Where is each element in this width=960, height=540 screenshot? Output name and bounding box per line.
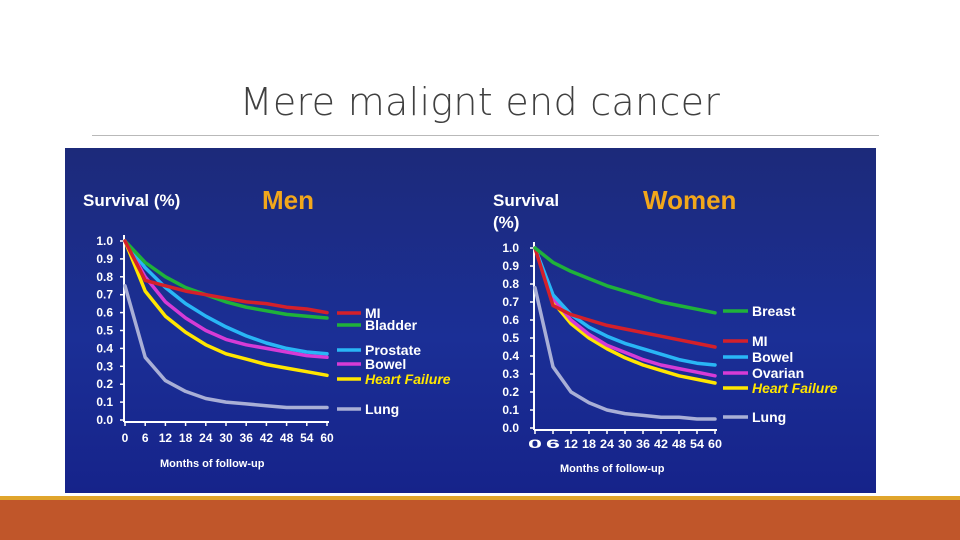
- y-axis-label-women: Survival: [493, 191, 559, 210]
- x-tick-label: 18: [582, 437, 596, 451]
- x-tick-label: 60: [320, 431, 334, 445]
- x-tick-label: 18: [179, 431, 193, 445]
- y-tick-label: 0.2: [502, 385, 519, 399]
- y-tick-label: 0.8: [502, 277, 519, 291]
- legend-label: Bowel: [752, 349, 793, 365]
- y-tick-label: 0.7: [502, 295, 519, 309]
- series-line-heart-failure: [533, 246, 717, 385]
- legend-label: Heart Failure: [365, 371, 451, 387]
- y-axis-label-men: Survival (%): [83, 191, 180, 210]
- y-tick-label: 0.9: [96, 252, 113, 266]
- x-axis-label-women: Months of follow-up: [560, 463, 665, 475]
- series-line-lung: [533, 285, 717, 421]
- chart-title-women: Women: [643, 185, 736, 215]
- legend-label: Heart Failure: [752, 380, 838, 396]
- x-axis-label-men: Months of follow-up: [160, 458, 265, 470]
- y-tick-label: 1.0: [96, 234, 113, 248]
- title-divider: [92, 135, 879, 136]
- x-tick-label: 42: [260, 431, 274, 445]
- series-line-bladder: [123, 239, 329, 320]
- x-tick-label: 48: [280, 431, 294, 445]
- legend-label: Bowel: [365, 356, 406, 372]
- x-tick-label: 30: [219, 431, 233, 445]
- y-tick-label: 0.6: [96, 306, 113, 320]
- y-tick-label: 0.6: [502, 313, 519, 327]
- x-tick-label: 42: [654, 437, 668, 451]
- y-tick-label: 0.8: [96, 270, 113, 284]
- x-tick-label: 12: [159, 431, 173, 445]
- x-tick-label: 30: [618, 437, 632, 451]
- footer-accent-line: [0, 496, 960, 500]
- survival-figure: Men Survival (%) 1.0 0.9 0.8 0.7 0.6 0.5 0.4 0.3 0…: [65, 148, 876, 493]
- legend-label: Breast: [752, 303, 796, 319]
- x-tick-label: 0: [122, 431, 129, 445]
- y-tick-label: 1.0: [502, 241, 519, 255]
- legend-label: MI: [365, 305, 381, 321]
- y-tick-label: 0.3: [96, 359, 113, 373]
- y-tick-label: 0.4: [96, 341, 113, 355]
- legend-label: Ovarian: [752, 365, 804, 381]
- y-tick-label: 0.9: [502, 259, 519, 273]
- x-tick-label: 0: [528, 437, 543, 451]
- series-line-lung: [123, 284, 329, 410]
- y-tick-label: 0.4: [502, 349, 519, 363]
- y-tick-label: 0.1: [96, 395, 113, 409]
- x-tick-label: 12: [564, 437, 578, 451]
- series-line-bowel: [123, 239, 329, 360]
- y-tick-label: 0.1: [502, 403, 519, 417]
- legend-label: Lung: [752, 409, 786, 425]
- series-line-mi: [123, 239, 329, 315]
- x-tick-label: 6: [546, 437, 561, 451]
- x-tick-label: 6: [142, 431, 149, 445]
- legend-label: Bladder: [365, 317, 418, 333]
- legend-label: MI: [752, 333, 768, 349]
- footer-band: [0, 496, 960, 540]
- legend-label: Prostate: [365, 342, 421, 358]
- legend-label: Lung: [365, 401, 399, 417]
- x-tick-label: 36: [636, 437, 650, 451]
- series-line-prostate: [123, 239, 329, 356]
- slide-title: Mere malignt end cancer: [239, 80, 721, 124]
- series-line-bowel: [533, 246, 717, 367]
- series-line-breast: [533, 246, 717, 315]
- y-tick-label: 0.0: [502, 421, 519, 435]
- survival-charts: Men Survival (%) 1.0 0.9 0.8 0.7 0.6 0.5 0.4 0.3 0…: [83, 185, 838, 475]
- x-tick-label: 24: [199, 431, 213, 445]
- chart-title-men: Men: [262, 185, 314, 215]
- x-tick-label: 36: [240, 431, 254, 445]
- y-tick-label: 0.0: [96, 413, 113, 427]
- y-axis-label-women: (%): [493, 213, 519, 232]
- y-tick-label: 0.5: [502, 331, 519, 345]
- x-tick-label: 48: [672, 437, 686, 451]
- series-line-heart-failure: [123, 239, 329, 378]
- y-tick-label: 0.3: [502, 367, 519, 381]
- series-line-mi: [533, 246, 717, 349]
- y-tick-label: 0.2: [96, 377, 113, 391]
- x-tick-label: 54: [300, 431, 314, 445]
- x-tick-label: 60: [708, 437, 722, 451]
- y-tick-label: 0.7: [96, 288, 113, 302]
- x-tick-label: 54: [690, 437, 704, 451]
- x-tick-label: 24: [600, 437, 614, 451]
- y-tick-label: 0.5: [96, 324, 113, 338]
